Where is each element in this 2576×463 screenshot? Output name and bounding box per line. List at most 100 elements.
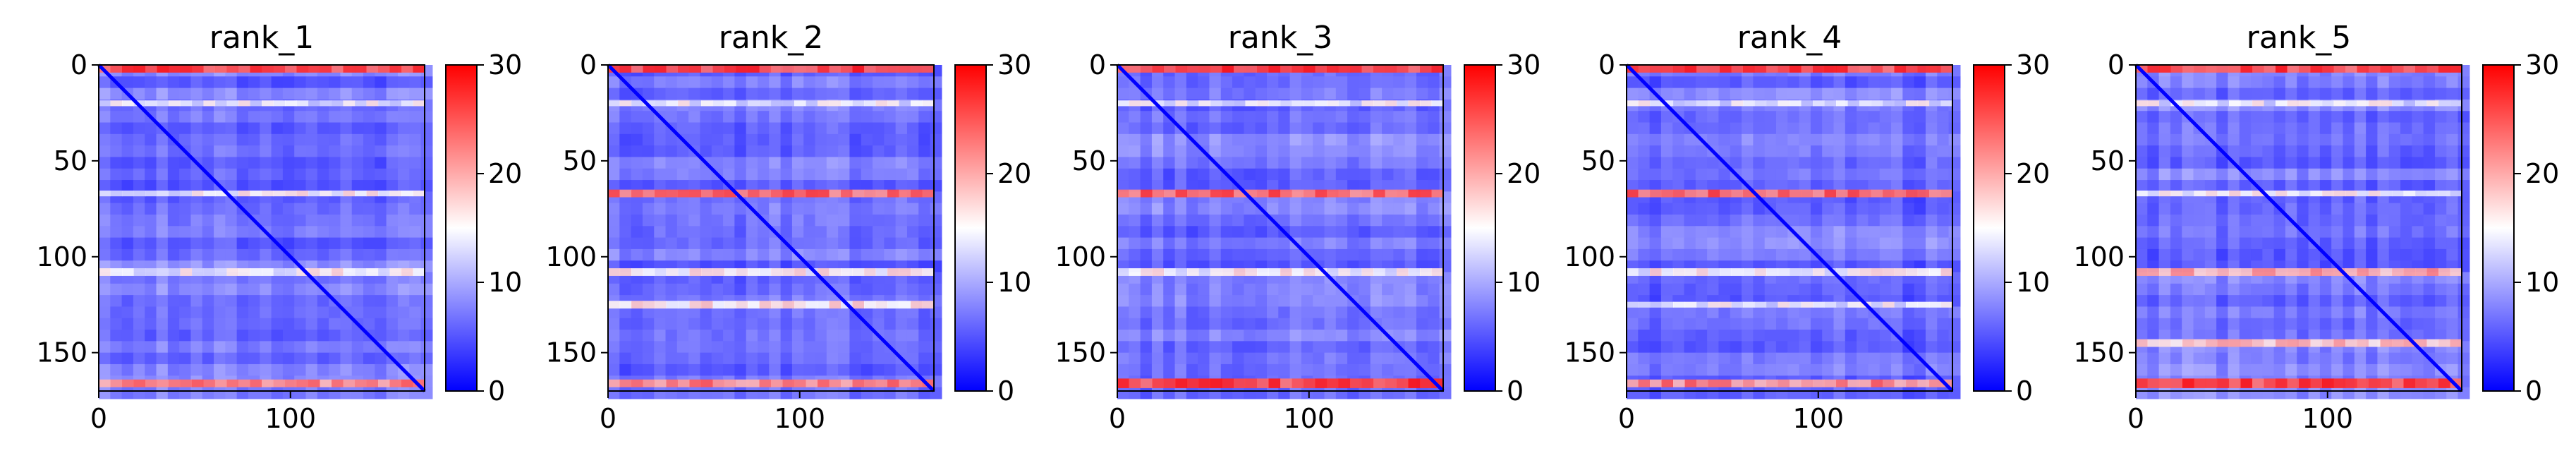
heatmap-cell (386, 226, 399, 239)
heatmap-cell (1335, 76, 1348, 89)
heatmap-band-segment (157, 65, 169, 73)
heatmap-band-segment (1801, 379, 1813, 387)
heatmap-cell (873, 122, 885, 135)
heatmap-cell (1845, 330, 1857, 342)
heatmap-cell (1335, 306, 1348, 319)
heatmap-cell (873, 203, 885, 215)
heatmap-cell (110, 341, 123, 354)
heatmap-cell (1753, 133, 1766, 146)
heatmap-cell (1232, 295, 1244, 308)
heatmap-cell (2343, 133, 2355, 146)
heatmap-cell (642, 363, 655, 376)
heatmap-cell (420, 133, 433, 146)
heatmap-cell (351, 145, 364, 158)
heatmap-cell (351, 295, 364, 308)
heatmap-cell (1278, 352, 1291, 365)
heatmap-cell (225, 237, 238, 250)
heatmap-cell (1244, 180, 1256, 192)
heatmap-cell (2354, 237, 2367, 250)
heatmap-cell (1775, 318, 1788, 330)
heatmap-cell (99, 352, 111, 365)
heatmap-cell (2412, 145, 2424, 158)
heatmap-cell (121, 341, 134, 354)
heatmap-cell (2331, 363, 2344, 376)
heatmap-band-segment (401, 379, 414, 387)
heatmap-cell (1382, 306, 1394, 319)
heatmap-cell (282, 363, 295, 376)
heatmap-band-segment (1175, 100, 1188, 107)
heatmap-band-segment (1431, 100, 1444, 107)
heatmap-cell (1684, 157, 1696, 169)
heatmap-cell (1198, 330, 1210, 342)
heatmap-band-segment (1152, 268, 1165, 276)
heatmap-cell (906, 248, 919, 261)
heatmap-band-segment (169, 100, 181, 107)
heatmap-cell (1638, 306, 1651, 319)
heatmap-cell (1163, 295, 1176, 308)
heatmap-cell (723, 248, 735, 261)
heatmap-cell (665, 283, 678, 296)
heatmap-cell (2136, 237, 2148, 250)
heatmap-band-segment (2438, 65, 2451, 73)
heatmap-cell (260, 133, 272, 146)
heatmap-band-segment (1708, 65, 1720, 73)
heatmap-band-segment (1234, 268, 1246, 276)
heatmap-cell (803, 318, 816, 330)
heatmap-cell (1324, 226, 1337, 239)
heatmap-cell (1382, 76, 1394, 89)
heatmap-cell (1925, 122, 1938, 135)
heatmap-cell (1404, 203, 1417, 215)
heatmap-cell (1359, 145, 1371, 158)
heatmap-cell (1186, 237, 1198, 250)
heatmap-cell (294, 341, 307, 354)
heatmap-band-segment (736, 189, 748, 198)
heatmap-cell (2423, 363, 2436, 376)
heatmap-cell (2297, 306, 2309, 319)
heatmap-cell (2343, 283, 2355, 296)
heatmap-cell (1787, 157, 1800, 169)
heatmap-band-segment (806, 268, 818, 276)
heatmap-cell (711, 363, 724, 376)
heatmap-cell (2182, 283, 2194, 296)
heatmap-cell (861, 122, 873, 135)
heatmap-band-segment (1847, 65, 1860, 73)
heatmap-cell (1833, 237, 1846, 250)
x-tick-label: 0 (90, 403, 107, 434)
heatmap-cell (1627, 352, 1639, 365)
heatmap-cell (1742, 203, 1754, 215)
heatmap-cell (190, 318, 203, 330)
heatmap-cell (282, 387, 295, 399)
heatmap-cell (282, 352, 295, 365)
heatmap-band-segment (133, 268, 146, 276)
heatmap-cell (386, 203, 399, 215)
heatmap-cell (2216, 330, 2229, 342)
heatmap-band-segment (1268, 65, 1281, 73)
heatmap-cell (1359, 76, 1371, 89)
heatmap-cell (305, 248, 318, 261)
heatmap-cell (2262, 295, 2275, 308)
heatmap-band-segment (320, 191, 332, 197)
heatmap-cell (2158, 237, 2171, 250)
heatmap-cell (167, 352, 180, 365)
heatmap-cell (873, 88, 885, 100)
heatmap-cell (2273, 363, 2286, 376)
heatmap-cell (375, 237, 387, 250)
heatmap-band-segment (1420, 65, 1433, 73)
heatmap-cell (838, 145, 851, 158)
heatmap-cell (351, 248, 364, 261)
heatmap-cell (1799, 248, 1811, 261)
heatmap-cell (133, 111, 145, 124)
heatmap-cell (884, 330, 897, 342)
heatmap-cell (930, 352, 942, 365)
heatmap-cell (815, 330, 827, 342)
heatmap-cell (2343, 88, 2355, 100)
heatmap-cell (1753, 203, 1766, 215)
heatmap-cell (190, 295, 203, 308)
heatmap-cell (1810, 111, 1823, 124)
heatmap-cell (145, 214, 157, 227)
heatmap-band-segment (1152, 189, 1165, 198)
heatmap-band-segment (1790, 189, 1802, 198)
heatmap-band-segment (1257, 65, 1270, 73)
heatmap-band-segment (1940, 65, 1953, 73)
